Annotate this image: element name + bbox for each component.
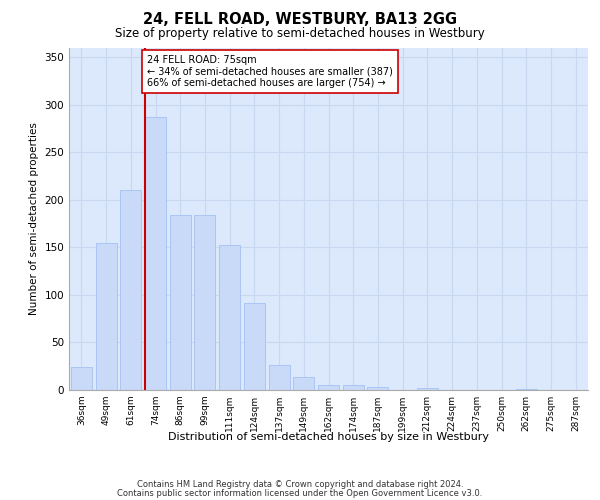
- Bar: [244, 304, 265, 390]
- Text: Size of property relative to semi-detached houses in Westbury: Size of property relative to semi-detach…: [115, 28, 485, 40]
- Text: Distribution of semi-detached houses by size in Westbury: Distribution of semi-detached houses by …: [168, 432, 490, 442]
- Text: Contains HM Land Registry data © Crown copyright and database right 2024.: Contains HM Land Registry data © Crown c…: [137, 480, 463, 489]
- Bar: [170, 215, 191, 390]
- Bar: [417, 388, 438, 390]
- Y-axis label: Number of semi-detached properties: Number of semi-detached properties: [29, 122, 39, 315]
- Bar: [120, 190, 141, 390]
- Text: Contains public sector information licensed under the Open Government Licence v3: Contains public sector information licen…: [118, 489, 482, 498]
- Bar: [516, 389, 537, 390]
- Bar: [367, 387, 388, 390]
- Bar: [219, 246, 240, 390]
- Bar: [343, 385, 364, 390]
- Bar: [318, 385, 339, 390]
- Bar: [293, 376, 314, 390]
- Bar: [194, 215, 215, 390]
- Text: 24, FELL ROAD, WESTBURY, BA13 2GG: 24, FELL ROAD, WESTBURY, BA13 2GG: [143, 12, 457, 28]
- Bar: [71, 367, 92, 390]
- Bar: [95, 242, 116, 390]
- Bar: [145, 117, 166, 390]
- Text: 24 FELL ROAD: 75sqm
← 34% of semi-detached houses are smaller (387)
66% of semi-: 24 FELL ROAD: 75sqm ← 34% of semi-detach…: [147, 55, 393, 88]
- Bar: [269, 366, 290, 390]
